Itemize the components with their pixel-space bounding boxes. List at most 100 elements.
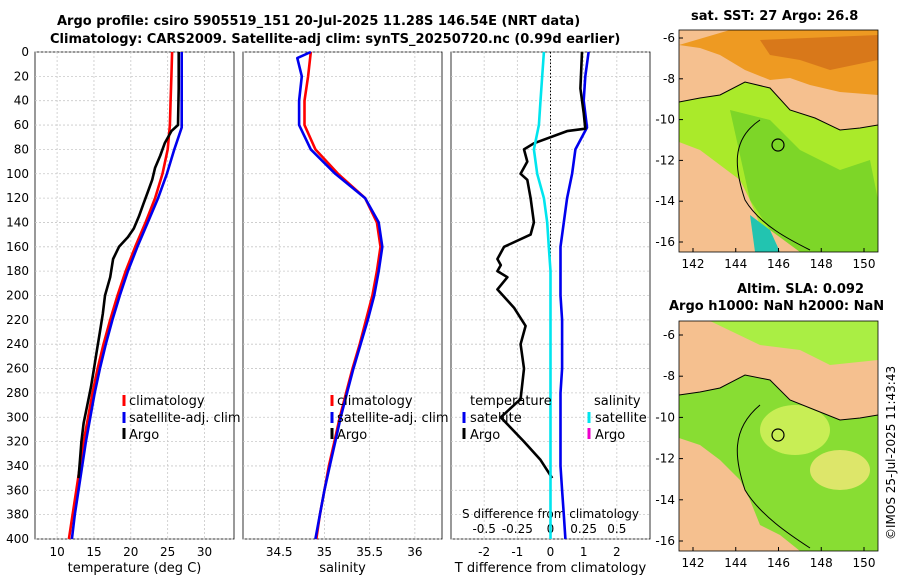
series-line-satellite-adj-clim [296, 50, 384, 540]
y-tick-label: 180 [6, 264, 29, 278]
bathymetry-contour [736, 119, 811, 251]
x-tick-label: 20 [123, 545, 138, 559]
argo-position-marker [771, 428, 785, 442]
argo-position-marker [771, 138, 785, 152]
legend-label-t-argo: Argo [470, 428, 500, 443]
legend-label-satellite: satellite-adj. clim [129, 411, 241, 426]
sea-area [679, 375, 878, 551]
y-tick-label: 360 [6, 483, 29, 497]
series-line-t-satellite [559, 51, 590, 540]
x-tick-label: 30 [197, 545, 212, 559]
x-tick-label: 36 [407, 545, 422, 559]
legend-label-climatology: climatology [337, 394, 413, 409]
x-axis-label: T difference from climatology [454, 561, 647, 576]
secondary-x-tick-label: -0.5 [472, 522, 495, 536]
map-x-tick-label: 148 [810, 556, 833, 570]
temperature-panel: 10 15 20 25 30020406080100120140160180200220… [6, 45, 235, 576]
map-y-tick-label: -8 [663, 369, 675, 383]
series-line-satellite-adj-clim [70, 52, 183, 540]
difference-panel: -2 -1 0 1 2S difference from climatology-0.5… [450, 51, 651, 576]
map-y-tick-label: -12 [655, 153, 675, 167]
sla-height-title: Argo h1000: NaN h2000: NaN [669, 299, 885, 314]
legend-label-s-argo: Argo [595, 428, 625, 443]
x-axis-label: salinity [319, 561, 366, 576]
x-axis-label: temperature (deg C) [68, 561, 202, 576]
y-tick-label: 260 [6, 362, 29, 376]
salinity-legend: climatology satellite-adj. clim Argo [330, 394, 449, 443]
coastline [679, 374, 878, 421]
series-line-argo [77, 52, 180, 479]
x-tick-label: 35 [317, 545, 332, 559]
map-x-tick-label: 150 [853, 257, 876, 271]
legend-header-temperature: temperature [470, 394, 552, 409]
secondary-x-tick-label: 0.5 [607, 522, 626, 536]
sla-high-anomaly [760, 405, 830, 455]
sst-map-ticks: 142 144 146 148 150 -6 -8 -10 -12 -14 -16 [655, 31, 875, 271]
series-line-s-satellite [532, 51, 552, 539]
sub-title: Climatology: CARS2009. Satellite-adj cli… [50, 32, 621, 47]
map-y-tick-label: -14 [655, 493, 675, 507]
x-tick-label: 25 [160, 545, 175, 559]
map-x-tick-label: 146 [767, 556, 790, 570]
y-tick-label: 20 [14, 69, 29, 83]
x-tick-label: 15 [86, 545, 101, 559]
map-y-tick-label: -14 [655, 194, 675, 208]
y-tick-label: 140 [6, 215, 29, 229]
y-tick-label: 80 [14, 142, 29, 156]
map-y-tick-label: -6 [663, 31, 675, 45]
y-tick-label: 280 [6, 386, 29, 400]
x-tick-label: 10 [49, 545, 64, 559]
map-x-tick-label: 144 [724, 257, 747, 271]
x-tick-label: 1 [580, 545, 588, 559]
x-tick-label: 34.5 [266, 545, 293, 559]
y-tick-label: 320 [6, 435, 29, 449]
x-tick-label: -1 [511, 545, 523, 559]
y-tick-label: 240 [6, 337, 29, 351]
secondary-x-tick-label: -0.25 [502, 522, 533, 536]
sla-map-title: Altim. SLA: 0.092 [737, 282, 864, 297]
y-tick-label: 300 [6, 410, 29, 424]
secondary-x-tick-label: 0.25 [570, 522, 597, 536]
map-y-tick-label: -16 [655, 235, 675, 249]
y-tick-label: 220 [6, 313, 29, 327]
map-y-tick-label: -12 [655, 452, 675, 466]
legend-label-argo: Argo [337, 428, 367, 443]
y-tick-label: 0 [21, 45, 29, 59]
cool-coastal-water [750, 215, 780, 252]
sea-north [710, 321, 878, 365]
map-y-tick-label: -8 [663, 72, 675, 86]
legend-label-argo: Argo [129, 428, 159, 443]
legend-label-s-satellite: satellite [595, 411, 647, 426]
map-y-tick-label: -16 [655, 534, 675, 548]
y-tick-label: 60 [14, 118, 29, 132]
map-x-tick-label: 148 [810, 257, 833, 271]
map-x-tick-label: 142 [682, 556, 705, 570]
legend-label-satellite: satellite-adj. clim [337, 411, 449, 426]
y-tick-label: 200 [6, 289, 29, 303]
coastline [679, 81, 878, 131]
x-tick-label: 0 [547, 545, 555, 559]
legend-header-salinity: salinity [594, 394, 641, 409]
y-tick-label: 40 [14, 94, 29, 108]
y-tick-label: 380 [6, 508, 29, 522]
sea-warm-region [730, 110, 878, 252]
x-tick-label: -2 [478, 545, 490, 559]
map-x-tick-label: 146 [767, 257, 790, 271]
main-title: Argo profile: csiro 5905519_151 20-Jul-2… [57, 14, 581, 29]
y-tick-label: 160 [6, 240, 29, 254]
legend-label-t-satellite: satellite [470, 411, 522, 426]
series-line-t-argo [496, 51, 587, 479]
salinity-panel: 34.5 35 35.5 36 salinity [242, 50, 443, 576]
y-tick-label: 100 [6, 167, 29, 181]
map-x-tick-label: 144 [724, 556, 747, 570]
y-tick-label: 120 [6, 191, 29, 205]
legend-label-climatology: climatology [129, 394, 205, 409]
bathymetry-contour [736, 404, 811, 549]
map-y-tick-label: -6 [663, 328, 675, 342]
temperature-legend: climatology satellite-adj. clim Argo [122, 394, 241, 443]
map-y-tick-label: -10 [655, 410, 675, 424]
difference-legend: temperature salinity satellite Argo sate… [462, 394, 647, 443]
map-x-tick-label: 142 [682, 257, 705, 271]
map-y-tick-label: -10 [655, 113, 675, 127]
